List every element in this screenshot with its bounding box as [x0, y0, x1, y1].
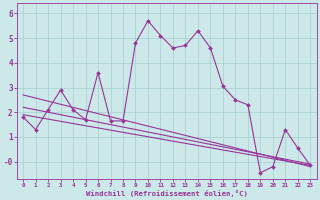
X-axis label: Windchill (Refroidissement éolien,°C): Windchill (Refroidissement éolien,°C): [86, 190, 248, 197]
